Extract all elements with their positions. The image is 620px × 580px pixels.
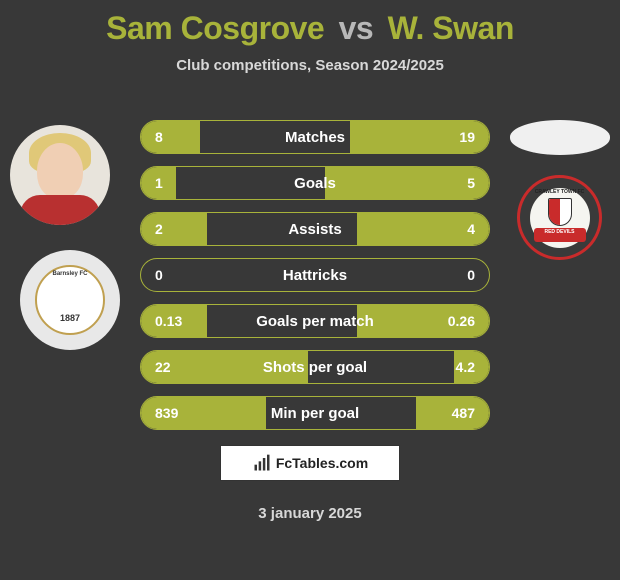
stat-row: 15Goals bbox=[140, 166, 490, 200]
crest-crawley-shield bbox=[548, 198, 572, 226]
comparison-title: Sam Cosgrove vs W. Swan bbox=[0, 0, 620, 47]
footer-attribution: FcTables.com bbox=[220, 445, 400, 481]
stat-row: 24Assists bbox=[140, 212, 490, 246]
crest-crawley-top: CRAWLEY TOWN FC bbox=[530, 189, 590, 195]
player1-shirt bbox=[20, 195, 100, 225]
date-text: 3 january 2025 bbox=[0, 505, 620, 522]
crest-crawley-banner: RED DEVILS bbox=[534, 228, 586, 242]
stat-label: Min per goal bbox=[141, 405, 489, 422]
stat-row: 224.2Shots per goal bbox=[140, 350, 490, 384]
player1-face bbox=[37, 143, 83, 199]
player1-photo bbox=[10, 125, 110, 225]
vs-text: vs bbox=[339, 10, 374, 46]
stat-label: Goals bbox=[141, 175, 489, 192]
stat-row: 819Matches bbox=[140, 120, 490, 154]
player2-name: W. Swan bbox=[388, 10, 514, 46]
stat-label: Matches bbox=[141, 129, 489, 146]
stat-label: Shots per goal bbox=[141, 359, 489, 376]
chart-icon bbox=[252, 453, 272, 473]
stat-label: Hattricks bbox=[141, 267, 489, 284]
stat-label: Goals per match bbox=[141, 313, 489, 330]
crest-crawley: CRAWLEY TOWN FC RED DEVILS bbox=[530, 188, 590, 248]
player2-club-crest: CRAWLEY TOWN FC RED DEVILS bbox=[517, 175, 602, 260]
subtitle: Club competitions, Season 2024/2025 bbox=[0, 57, 620, 74]
crest-barnsley-name: Barnsley FC bbox=[37, 271, 103, 277]
stat-row: 839487Min per goal bbox=[140, 396, 490, 430]
stats-table: 819Matches 15Goals 24Assists 00Hattricks 0.1… bbox=[140, 120, 490, 442]
player2-photo bbox=[510, 120, 610, 155]
stat-row: 0.130.26Goals per match bbox=[140, 304, 490, 338]
player1-name: Sam Cosgrove bbox=[106, 10, 324, 46]
stat-label: Assists bbox=[141, 221, 489, 238]
stat-row: 00Hattricks bbox=[140, 258, 490, 292]
footer-site: FcTables.com bbox=[276, 455, 368, 471]
crest-barnsley: Barnsley FC bbox=[35, 265, 105, 335]
player1-club-crest: Barnsley FC bbox=[20, 250, 120, 350]
